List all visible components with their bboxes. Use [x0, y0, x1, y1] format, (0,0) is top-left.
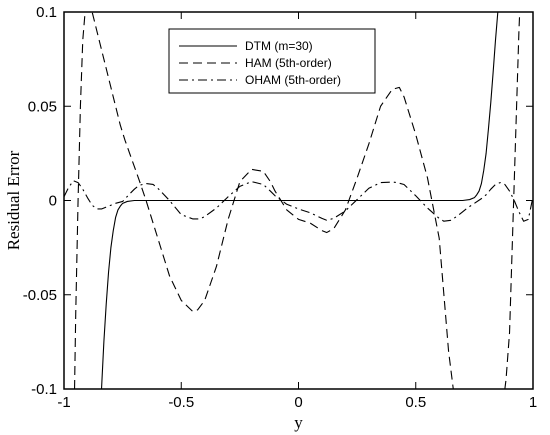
series-line-2 — [74, 12, 521, 389]
x-tick-label-3: 0 — [294, 394, 302, 411]
x-axis-title: y — [294, 413, 303, 432]
series-layer — [64, 12, 533, 389]
y-tick-label-3: 0 — [49, 193, 57, 210]
legend-box — [168, 28, 376, 94]
y-tick-label-1: -0.1 — [31, 381, 57, 398]
x-tick-label-4: 0.5 — [405, 394, 426, 411]
series-line-1 — [100, 12, 499, 389]
legend: DTM (m=30) HAM (5th-order) OHAM (5th-order… — [168, 28, 376, 94]
x-tick-label-5: 1 — [529, 394, 537, 411]
y-tick-label-4: 0.05 — [28, 98, 57, 115]
x-tick-label-2: -0.5 — [168, 394, 194, 411]
y-axis-title: Residual Error — [4, 150, 23, 250]
x-tick-label-1: -1 — [57, 394, 70, 411]
legend-label-3: OHAM (5th-order) — [245, 73, 341, 87]
y-tick-label-5: 0.1 — [36, 4, 57, 21]
y-tick-label-2: -0.05 — [23, 287, 57, 304]
legend-label-1: DTM (m=30) — [245, 39, 313, 53]
legend-label-2: HAM (5th-order) — [245, 56, 332, 70]
tick-layer: -1 -0.5 0 0.5 1 -0.1 -0.05 0 0.05 0.1 — [23, 4, 537, 411]
